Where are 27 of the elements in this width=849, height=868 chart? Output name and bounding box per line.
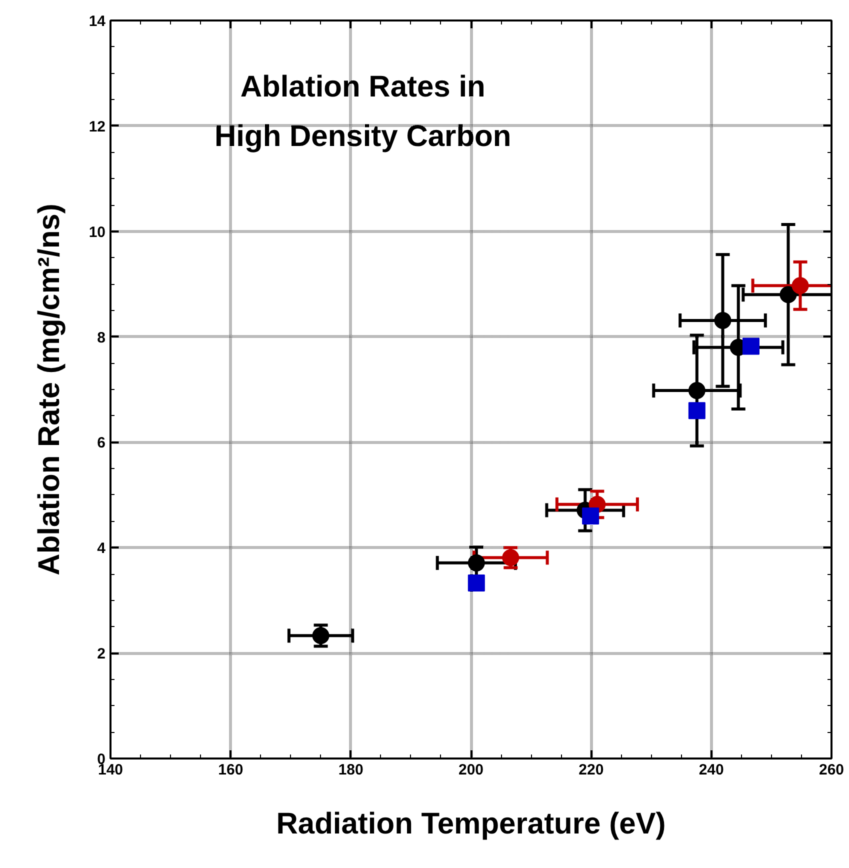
y-tick-label: 6 bbox=[97, 434, 106, 452]
y-tick-label: 4 bbox=[97, 540, 106, 558]
y-tick-label: 2 bbox=[97, 646, 106, 663]
point bbox=[714, 312, 732, 329]
point bbox=[780, 286, 797, 304]
y-tick-label: 14 bbox=[88, 13, 106, 30]
y-tick-label: 12 bbox=[88, 118, 106, 136]
point bbox=[582, 508, 600, 525]
point bbox=[312, 627, 330, 644]
point bbox=[468, 574, 485, 592]
x-axis-title: Radiation Temperature (eV) bbox=[276, 808, 666, 840]
point bbox=[742, 338, 760, 355]
point bbox=[688, 402, 706, 420]
y-tick-label: 8 bbox=[97, 329, 106, 346]
y-tick-label: 10 bbox=[88, 224, 106, 241]
text: Ablation Rates in High Density Carbon bbox=[214, 70, 512, 154]
y-axis-title: Ablation Rate (mg/cm²/ns) bbox=[32, 204, 66, 576]
x-tick-label: 260 bbox=[818, 762, 844, 778]
x-tick-label: 240 bbox=[698, 762, 724, 778]
x-tick-label: 180 bbox=[338, 762, 364, 778]
point bbox=[502, 549, 520, 566]
x-tick-label: 160 bbox=[218, 762, 244, 778]
point bbox=[688, 382, 706, 400]
point bbox=[792, 277, 809, 294]
point bbox=[468, 554, 485, 572]
x-tick-label: 200 bbox=[458, 762, 484, 778]
x-tick-label: 220 bbox=[578, 762, 604, 778]
